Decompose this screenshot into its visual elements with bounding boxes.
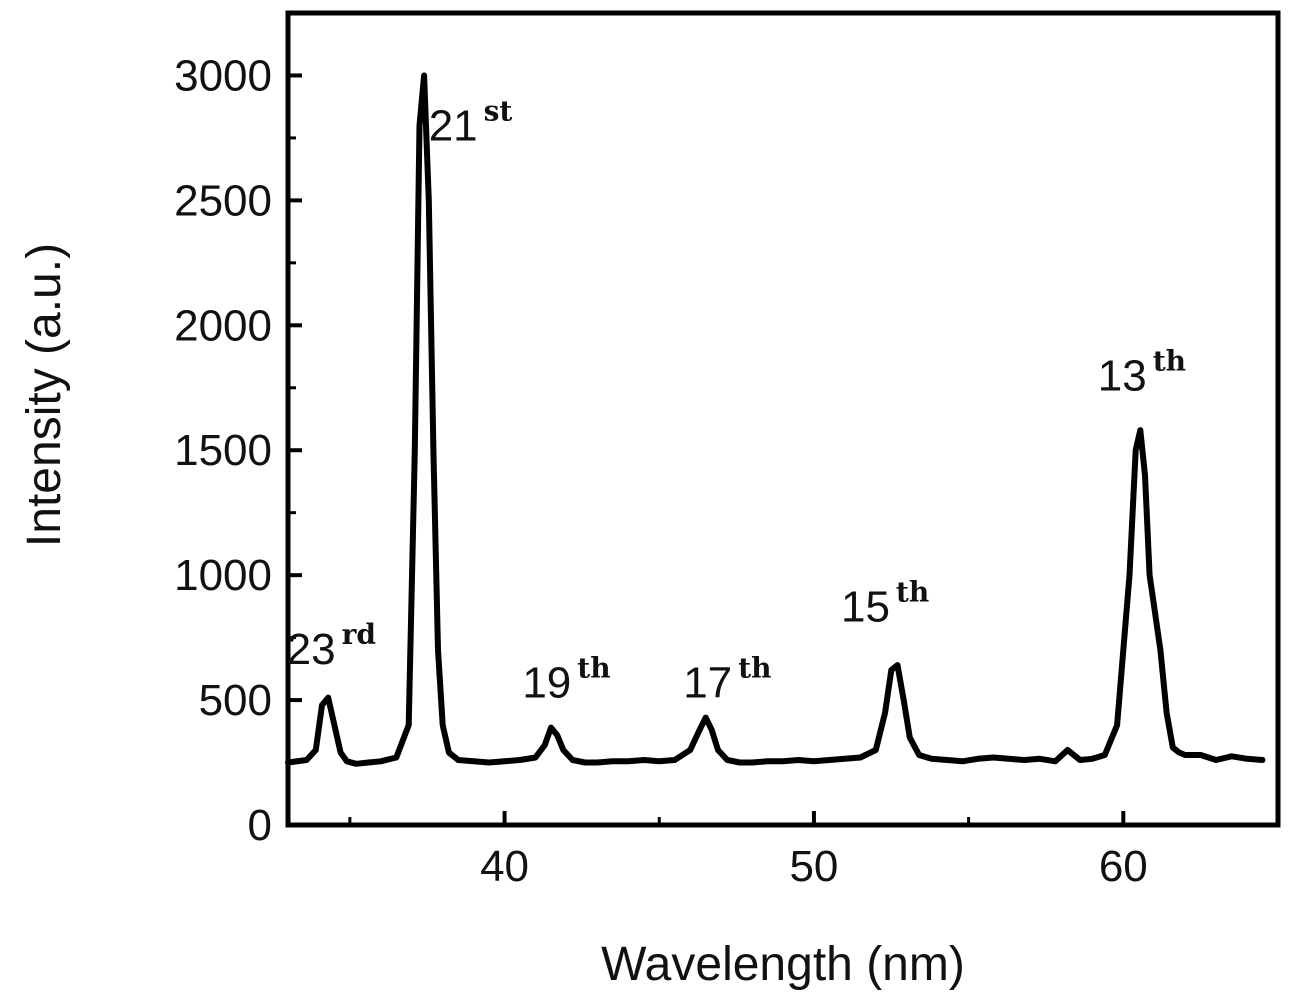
y-tick-label: 500 — [199, 676, 272, 725]
peak-label-suffix: th — [577, 652, 610, 685]
series-line — [285, 72, 1266, 767]
y-tick-label: 3000 — [174, 51, 272, 100]
y-tick-label: 0 — [248, 801, 272, 850]
y-tick-label: 2000 — [174, 301, 272, 350]
x-tick-label: 60 — [1099, 842, 1148, 891]
x-axis: 40 50 60 — [348, 811, 1148, 891]
x-tick-label: 40 — [480, 842, 529, 891]
peak-label-number: 17 — [683, 659, 732, 708]
y-axis: 0 500 1000 1500 2000 2500 3000 — [174, 51, 302, 850]
y-tick-label: 1000 — [174, 551, 272, 600]
peak-label-suffix: th — [738, 652, 771, 685]
peak-label-suffix: rd — [342, 618, 376, 651]
peak-label-suffix: th — [896, 575, 929, 608]
peak-label-number: 21 — [429, 101, 478, 150]
peak-label-suffix: th — [1153, 344, 1186, 377]
peak-label-number: 13 — [1098, 351, 1147, 400]
peak-label-number: 23 — [287, 625, 336, 674]
x-axis-title: Wavelength (nm) — [601, 938, 965, 991]
x-tick-label: 50 — [789, 842, 838, 891]
y-tick-label: 2500 — [174, 176, 272, 225]
peak-label-suffix: st — [484, 94, 513, 127]
peak-label-number: 15 — [841, 582, 890, 631]
y-tick-label: 1500 — [174, 426, 272, 475]
plot-frame — [285, 10, 1281, 828]
y-axis-title: Intensity (a.u.) — [18, 243, 71, 547]
peak-label-number: 19 — [522, 659, 571, 708]
